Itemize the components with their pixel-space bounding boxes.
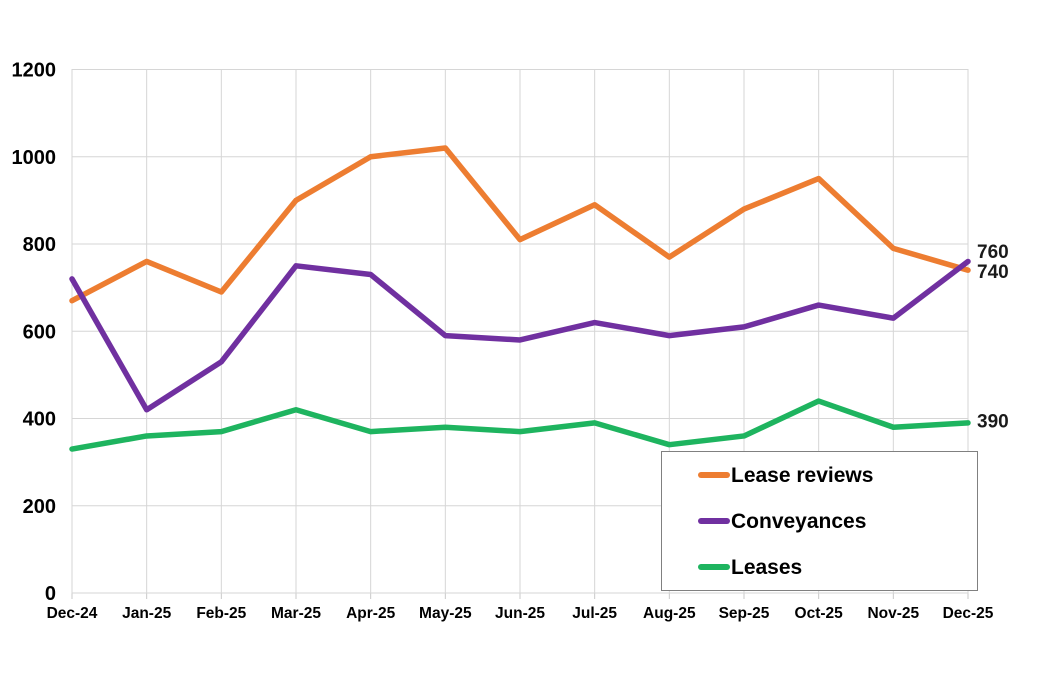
x-axis-tick-label: Apr-25 bbox=[346, 605, 395, 622]
y-axis-tick-label: 400 bbox=[23, 409, 56, 431]
x-axis-tick-label: Dec-24 bbox=[47, 605, 98, 622]
legend-item-lease-reviews: Lease reviews bbox=[698, 465, 977, 486]
x-axis-tick-label: Jul-25 bbox=[572, 605, 617, 622]
x-axis-tick-label: Oct-25 bbox=[795, 605, 844, 622]
y-axis-tick-label: 0 bbox=[45, 583, 56, 605]
x-axis-tick-label: Mar-25 bbox=[271, 605, 321, 622]
y-axis-tick-label: 1000 bbox=[12, 147, 57, 169]
y-axis-tick-label: 800 bbox=[23, 234, 56, 256]
series-line-lease-reviews bbox=[69, 145, 971, 304]
legend-item-leases: Leases bbox=[698, 557, 977, 578]
x-axis-tick-label: Sep-25 bbox=[719, 605, 770, 622]
legend-label-leases: Leases bbox=[731, 555, 803, 579]
x-axis-tick-label: May-25 bbox=[419, 605, 472, 622]
legend-swatch-lease-reviews bbox=[698, 472, 730, 478]
end-label-760: 760 bbox=[977, 242, 1009, 263]
x-axis-tick-label: Jun-25 bbox=[495, 605, 545, 622]
legend-item-conveyances: Conveyances bbox=[698, 511, 977, 532]
x-axis-tick-label: Feb-25 bbox=[196, 605, 246, 622]
plot-border bbox=[71, 69, 969, 594]
series-line-leases bbox=[69, 398, 971, 452]
y-axis-tick-label: 200 bbox=[23, 496, 56, 518]
legend-swatch-conveyances bbox=[698, 518, 730, 524]
legend-label-lease-reviews: Lease reviews bbox=[731, 463, 874, 487]
x-axis-tick-label: Dec-25 bbox=[943, 605, 994, 622]
y-axis-tick-label: 600 bbox=[23, 321, 56, 343]
y-axis-tick-label: 1200 bbox=[12, 60, 57, 82]
series-line-conveyances bbox=[69, 258, 971, 413]
legend-label-conveyances: Conveyances bbox=[731, 509, 867, 533]
end-label-390: 390 bbox=[977, 412, 1009, 433]
legend-swatch-leases bbox=[698, 564, 730, 570]
x-axis-tick-label: Jan-25 bbox=[122, 605, 171, 622]
x-axis-tick-label: Aug-25 bbox=[643, 605, 696, 622]
chart-legend: Lease reviews Conveyances Leases bbox=[661, 451, 978, 591]
x-axis-tick-label: Nov-25 bbox=[867, 605, 919, 622]
end-label-740: 740 bbox=[977, 262, 1009, 283]
